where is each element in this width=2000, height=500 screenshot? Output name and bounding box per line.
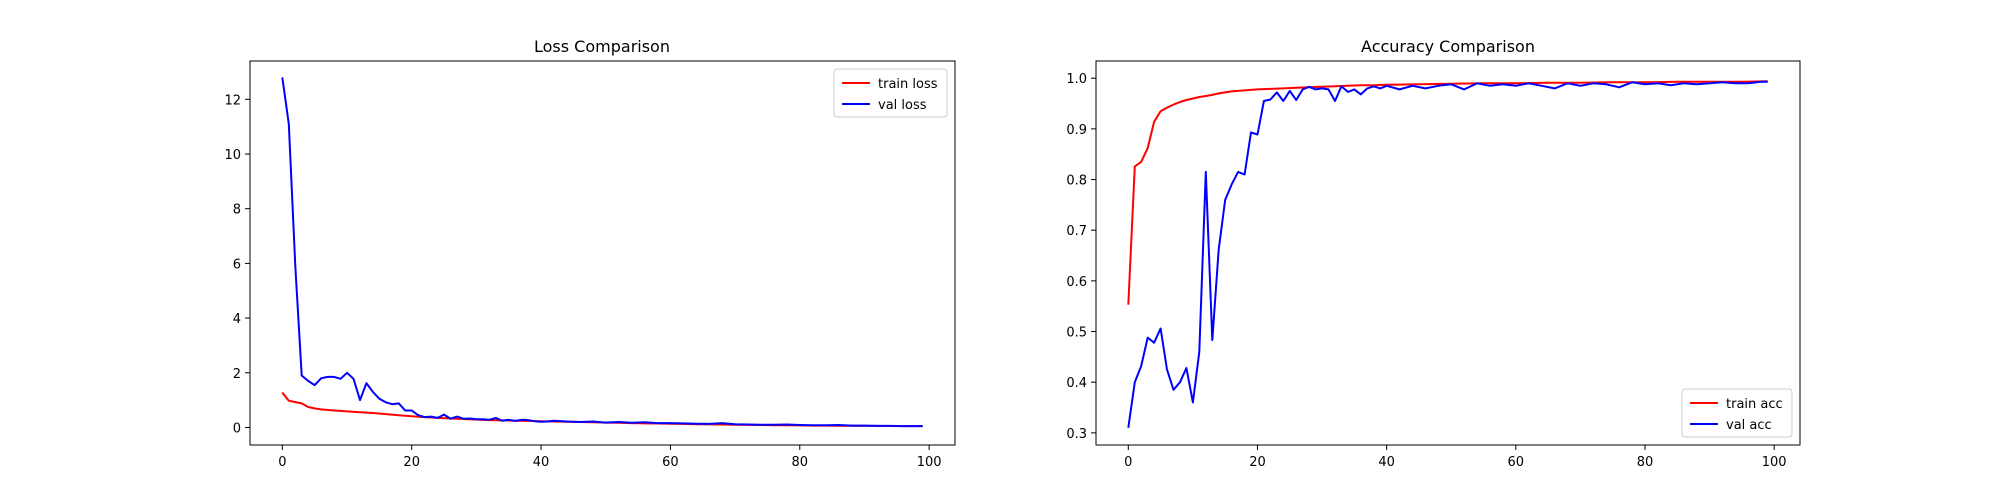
accuracy-comparison-chart: Accuracy Comparison 0 20 40 60 80 100 0.3 0.4 0.… [1066,37,1801,470]
accuracy-series-line-train-acc [1127,80,1768,305]
loss-x-tick-label: 100 [917,455,942,470]
loss-x-tick-label: 20 [403,455,420,470]
loss-y-tick-label: 8 [233,203,241,218]
accuracy-legend-label-val-acc: val acc [1726,418,1772,433]
loss-x-tick-label: 80 [791,455,808,470]
accuracy-x-tick-label: 80 [1637,455,1654,470]
loss-legend-label-val-loss: val loss [878,98,927,113]
loss-x-tick-label: 0 [278,455,286,470]
accuracy-y-tick-label: 0.5 [1066,326,1087,341]
loss-series-line-val-loss [281,77,923,428]
loss-y-tick-label: 0 [233,421,241,436]
accuracy-plot-area: 0 20 40 60 80 100 0.3 0.4 0.5 0.6 0.7 0.8 0.9 1.0 [1066,60,1801,470]
accuracy-x-tick-label: 100 [1762,455,1787,470]
accuracy-x-tick-label: 40 [1378,455,1395,470]
accuracy-y-tick-label: 1.0 [1066,72,1087,87]
accuracy-y-tick-label: 0.7 [1066,224,1087,239]
accuracy-y-tick-label: 0.9 [1066,123,1087,138]
accuracy-series-line-val-acc [1127,80,1768,428]
loss-y-tick-label: 2 [233,367,241,382]
loss-axes-frame [249,60,956,446]
accuracy-y-tick-label: 0.8 [1066,174,1087,189]
loss-x-tick-label: 40 [533,455,550,470]
loss-legend-label-train-loss: train loss [878,77,938,92]
loss-x-tick-label: 60 [662,455,679,470]
loss-y-tick-label: 12 [224,93,241,108]
accuracy-x-tick-label: 60 [1508,455,1525,470]
accuracy-axes-frame [1095,60,1801,446]
loss-plot-area: 0 20 40 60 80 100 0 2 4 6 8 10 12 [224,60,956,470]
accuracy-x-tick-label: 20 [1249,455,1266,470]
accuracy-y-tick-label: 0.3 [1066,427,1087,442]
loss-y-tick-label: 4 [233,312,241,327]
loss-y-tick-label: 6 [233,257,241,272]
accuracy-x-tick-label: 0 [1124,455,1132,470]
loss-chart-title: Loss Comparison [534,37,670,56]
accuracy-y-tick-label: 0.6 [1066,275,1087,290]
accuracy-legend: train acc val acc [1681,388,1793,438]
loss-y-tick-label: 10 [224,148,241,163]
accuracy-legend-label-train-acc: train acc [1726,397,1783,412]
loss-comparison-chart: Loss Comparison 0 20 40 60 80 100 0 2 4 6 8 10 12 tr… [224,37,956,470]
accuracy-y-tick-label: 0.4 [1066,376,1087,391]
accuracy-chart-title: Accuracy Comparison [1361,37,1535,56]
loss-legend: train loss val loss [833,68,948,118]
